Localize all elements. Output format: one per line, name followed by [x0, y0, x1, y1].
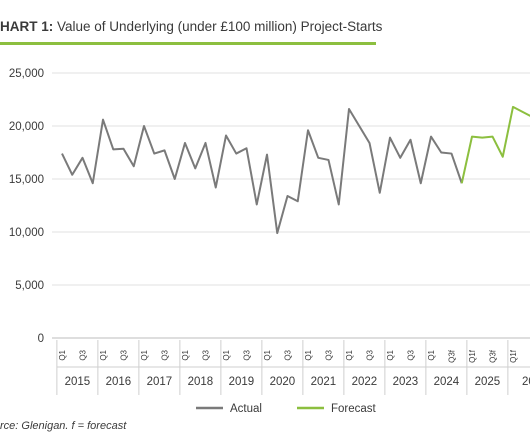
quarter-tick-label: Q1f	[468, 349, 477, 363]
quarter-tick-label: Q1	[386, 349, 395, 360]
quarter-tick-label: Q3	[161, 349, 170, 360]
source-note: rce: Glenigan. f = forecast	[0, 420, 127, 432]
y-tick-label: 10,000	[9, 227, 44, 239]
quarter-tick-label: Q1	[181, 349, 190, 360]
year-label: 2023	[393, 376, 419, 388]
series-line-actual	[61, 108, 463, 235]
chart-title-prefix: HART 1:	[0, 19, 54, 34]
y-tick-label: 15,000	[9, 174, 44, 186]
year-label: 2015	[65, 376, 91, 388]
year-label: 2020	[270, 376, 296, 388]
title-underline	[0, 42, 376, 45]
y-tick-label: 20,000	[9, 121, 44, 133]
quarter-tick-label: Q3	[120, 349, 129, 360]
quarter-tick-label: Q3	[407, 349, 416, 360]
legend-label-forecast: Forecast	[331, 403, 377, 415]
series-line-forecast	[460, 105, 530, 184]
year-label: 2019	[229, 376, 255, 388]
year-label: 20	[522, 376, 530, 388]
quarter-tick-label: Q1	[304, 349, 313, 360]
quarter-tick-label: Q1	[58, 349, 67, 360]
quarter-tick-label: Q1f	[509, 349, 518, 363]
year-label: 2025	[475, 376, 501, 388]
chart-title-text: Value of Underlying (under £100 million)…	[57, 19, 383, 34]
quarter-tick-label: Q1	[99, 349, 108, 360]
quarter-tick-label: Q3f	[489, 349, 498, 363]
quarter-tick-label: Q3	[284, 349, 293, 360]
year-label: 2016	[106, 376, 132, 388]
quarter-tick-label: Q1	[345, 349, 354, 360]
legend-label-actual: Actual	[230, 403, 262, 415]
quarter-tick-label: Q3	[202, 349, 211, 360]
year-label: 2021	[311, 376, 337, 388]
y-tick-label: 5,000	[15, 280, 44, 292]
quarter-tick-label: Q1	[263, 349, 272, 360]
chart-title: HART 1: Value of Underlying (under £100 …	[0, 19, 382, 34]
quarter-tick-label: Q3	[79, 349, 88, 360]
quarter-tick-label: Q3	[325, 349, 334, 360]
year-label: 2024	[434, 376, 460, 388]
quarter-tick-label: Q3f	[448, 349, 457, 363]
quarter-tick-label: Q1	[222, 349, 231, 360]
y-tick-label: 25,000	[9, 68, 44, 80]
quarter-tick-label: Q1	[427, 349, 436, 360]
year-label: 2017	[147, 376, 173, 388]
quarter-tick-label: Q3	[366, 349, 375, 360]
y-tick-label: 0	[38, 333, 44, 345]
quarter-tick-label: Q3	[243, 349, 252, 360]
year-label: 2018	[188, 376, 214, 388]
year-label: 2022	[352, 376, 378, 388]
quarter-tick-label: Q1	[140, 349, 149, 360]
